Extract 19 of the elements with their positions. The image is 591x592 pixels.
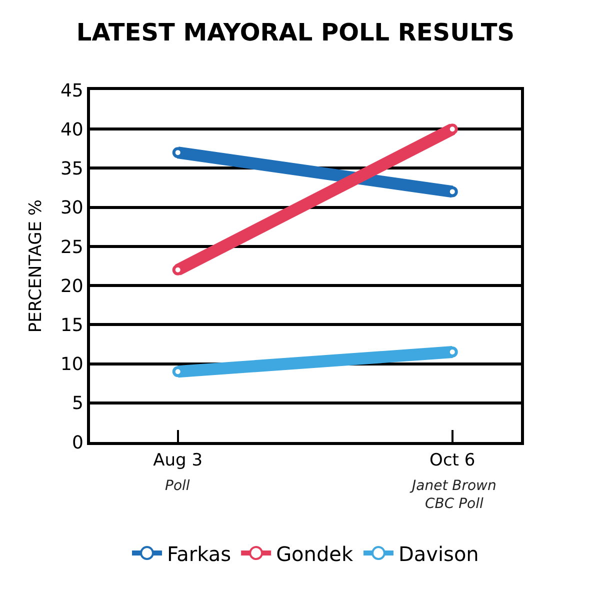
y-tick-label: 45 bbox=[60, 80, 84, 102]
legend-label: Gondek bbox=[276, 542, 354, 566]
legend-label: Davison bbox=[398, 542, 479, 566]
y-tick-label: 25 bbox=[60, 236, 84, 258]
y-tick-label: 10 bbox=[60, 354, 84, 376]
text: Janet Brown CBC Poll bbox=[409, 478, 496, 512]
y-tick-label: 5 bbox=[72, 393, 84, 414]
y-tick-label: 40 bbox=[60, 119, 84, 140]
y-tick-label: 35 bbox=[60, 158, 84, 180]
y-axis-title: PERCENTAGE % bbox=[26, 199, 46, 333]
text: Poll bbox=[165, 478, 190, 494]
y-tick-label: 20 bbox=[60, 276, 84, 297]
legend-label: Farkas bbox=[167, 542, 232, 566]
y-tick-label: 15 bbox=[60, 314, 84, 336]
y-tick-label: 30 bbox=[60, 198, 84, 219]
x-tick-label: Oct 6 bbox=[430, 450, 476, 470]
chart-title: LATEST MAYORAL POLL RESULTS bbox=[76, 18, 515, 46]
x-tick-label: Aug 3 bbox=[153, 450, 203, 470]
y-tick-label: 0 bbox=[72, 432, 84, 454]
